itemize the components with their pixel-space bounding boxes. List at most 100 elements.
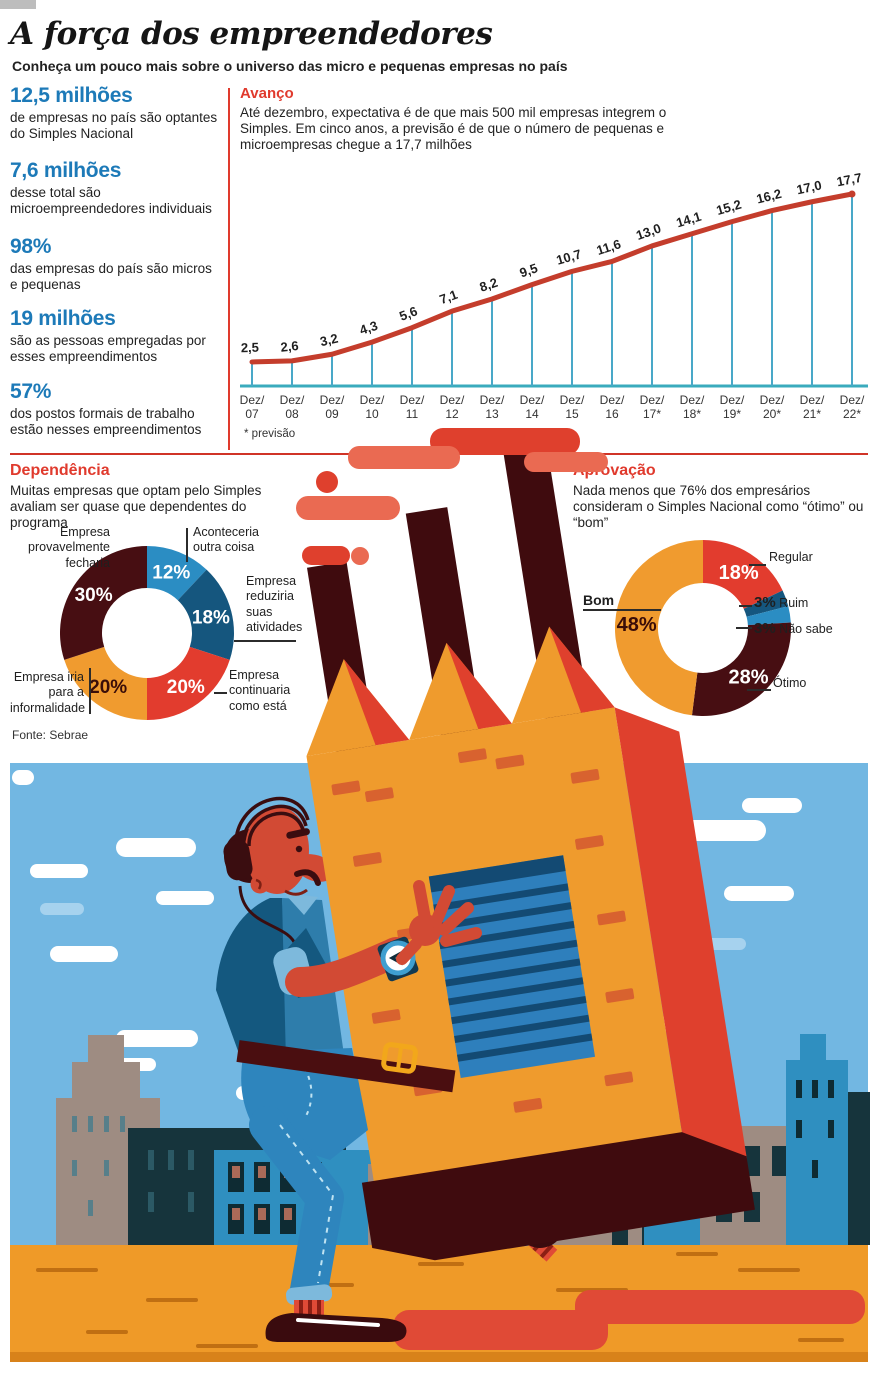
vertical-divider — [228, 88, 230, 450]
label-connector — [736, 627, 752, 629]
stat-value: 19 milhões — [10, 307, 116, 330]
stat-desc: desse total são microempreendedores indi… — [10, 185, 212, 216]
belt — [236, 1040, 456, 1093]
dependencia-section: Dependência Muitas empresas que optam pe… — [10, 462, 320, 762]
donut-label-reduziria: Empresa reduziria suas atividades — [246, 574, 303, 634]
donut-segment — [147, 546, 207, 601]
point-label: 13,0 — [634, 220, 663, 242]
belt-buckle — [381, 1042, 418, 1074]
donut-label-naosabe: 3% Não sabe — [754, 620, 833, 637]
donut-segment-label: 28% — [728, 667, 768, 689]
donut-segment-label: 48% — [617, 614, 657, 636]
point-label: 2,6 — [280, 338, 299, 355]
factory-roof — [306, 626, 615, 757]
crop-mark — [0, 0, 36, 9]
x-tick-label: Dez/20* — [760, 393, 785, 421]
donut-segment — [703, 540, 783, 609]
stat-empregos: 19 milhões são as pessoas empregadas por… — [10, 307, 222, 365]
page-title: A força dos empreendedores — [10, 16, 493, 52]
point-label: 14,1 — [674, 209, 703, 231]
chimney-smoke — [296, 428, 608, 565]
page-subtitle: Conheça um pouco mais sobre o universo d… — [12, 58, 568, 74]
x-tick-label: Dez/17* — [640, 393, 665, 421]
x-tick-label: Dez/09 — [320, 393, 345, 421]
end-point — [848, 190, 856, 198]
point-label: 15,2 — [714, 197, 742, 218]
factory — [306, 438, 755, 1261]
donut-segment-label: 20% — [89, 677, 127, 698]
illustration — [10, 428, 870, 1362]
x-tick-label: Dez/16 — [600, 393, 625, 421]
dependencia-donut-chart: 12% 18% 20% 20% 30% — [60, 546, 234, 720]
avanco-line-chart: 2,5 2,6 3,2 4,3 5,6 7,1 8,2 9,5 10,7 11,6 13,0 14,1… — [240, 170, 868, 421]
x-tick-label: Dez/15 — [560, 393, 585, 421]
stat-desc: das empresas do país são micros e pequen… — [10, 261, 212, 292]
label-connector — [89, 668, 91, 714]
man-arm — [273, 880, 482, 998]
donut-label-otimo: Ótimo — [773, 676, 807, 690]
label-connector — [214, 692, 227, 694]
x-tick-label: Dez/08 — [280, 393, 305, 421]
stat-postos: 57% dos postos formais de trabalho estão… — [10, 380, 222, 438]
donut-segment — [691, 622, 792, 717]
aprovacao-subtitle: Nada menos que 76% dos empresários consi… — [573, 483, 864, 531]
man-front-leg — [236, 1040, 456, 1342]
donut-segment — [614, 540, 703, 716]
point-label: 2,5 — [241, 340, 259, 355]
avanco-section: Avanço Até dezembro, expectativa é de qu… — [240, 85, 720, 154]
aprovacao-donut-chart: 18% 28% 48% — [614, 540, 792, 717]
x-tick-label: Dez/12 — [440, 393, 465, 421]
aprovacao-section: Aprovação Nada menos que 76% dos empresá… — [565, 462, 875, 762]
label-connector — [186, 528, 188, 562]
donut-segment-label: 30% — [75, 585, 113, 606]
x-tick-label: Dez/13 — [480, 393, 505, 421]
building-blue-tower — [800, 1034, 826, 1064]
point-label: 8,2 — [478, 275, 500, 295]
donut-label-ruim: 3% Ruim — [754, 594, 809, 611]
label-connector — [234, 640, 296, 642]
donut-segment-label: 20% — [167, 677, 205, 698]
donut-label-fecharia: Empresa provavelmente fecharia — [28, 525, 110, 570]
trend-line — [249, 191, 855, 365]
pct-label: 3% — [754, 594, 776, 611]
x-tick-label: Dez/11 — [400, 393, 425, 421]
donut-segment — [743, 590, 789, 617]
point-label: 10,7 — [554, 246, 582, 267]
stat-value: 12,5 milhões — [10, 84, 133, 107]
x-tick-label: Dez/21* — [800, 393, 825, 421]
label-connector — [739, 605, 752, 607]
x-tick-label: Dez/14 — [520, 393, 545, 421]
stat-desc: dos postos formais de trabalho estão nes… — [10, 406, 202, 437]
donut-label-informalidade: Empresa iria para a informalidade — [10, 670, 86, 715]
donut-label-aconteceria: Aconteceria outra coisa — [193, 525, 260, 555]
donut-segment — [177, 569, 234, 660]
stat-optantes: 12,5 milhões de empresas no país são opt… — [10, 84, 222, 142]
donut-segment-label: 12% — [152, 562, 190, 583]
hand — [396, 880, 482, 965]
donut-segment — [60, 546, 147, 660]
point-label: 9,5 — [518, 260, 540, 280]
point-label: 11,6 — [595, 236, 623, 258]
x-tick-label: Dez/18* — [680, 393, 705, 421]
point-label: 17,0 — [795, 177, 823, 197]
man-head — [223, 796, 335, 896]
factory-side — [614, 707, 747, 1159]
donut-segment-label: 18% — [719, 562, 759, 584]
donut-segment — [147, 646, 230, 720]
pct-label: 3% — [754, 620, 776, 637]
stat-mei: 7,6 milhões desse total são microempreen… — [10, 159, 222, 217]
x-tick-label: Dez/22* — [840, 393, 865, 421]
label-connector — [583, 609, 661, 611]
point-label: 17,7 — [835, 170, 863, 190]
donut-label-bom: Bom — [583, 592, 615, 608]
x-tick-label: Dez/10 — [360, 393, 385, 421]
donut-segment — [746, 606, 791, 626]
point-label: 5,6 — [397, 303, 419, 324]
source-credit: Fonte: Sebrae — [12, 728, 89, 742]
stat-percent-micro: 98% das empresas do país são micros e pe… — [10, 235, 222, 293]
point-label: 3,2 — [318, 330, 339, 349]
donut-segment — [64, 646, 147, 720]
headphones — [223, 796, 310, 881]
front-shoe — [265, 1313, 407, 1342]
label-connector — [749, 564, 766, 566]
